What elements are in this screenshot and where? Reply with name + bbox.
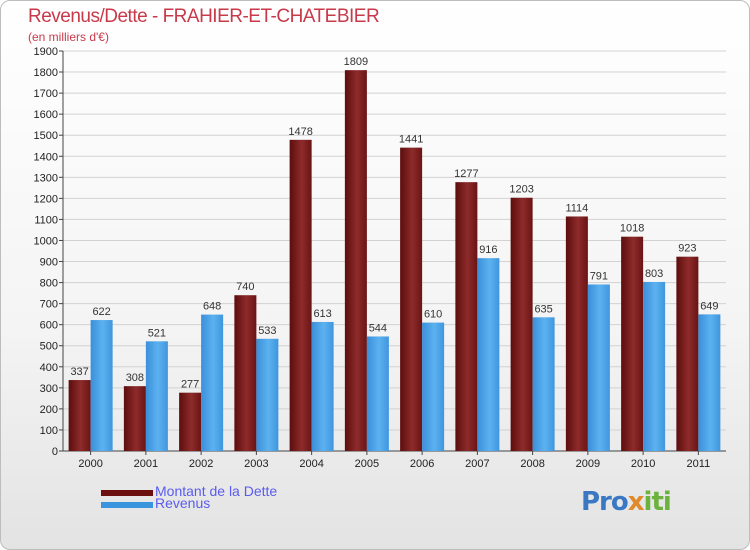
value-label-revenus: 610 [424, 309, 442, 321]
bar-dette [234, 295, 257, 451]
bar-dette [68, 380, 91, 451]
x-tick-label: 2001 [134, 458, 158, 470]
bar-dette [400, 147, 423, 451]
value-label-dette: 1203 [509, 184, 533, 196]
value-label-revenus: 622 [92, 306, 110, 318]
value-label-revenus: 521 [148, 327, 166, 339]
bar-revenus [698, 314, 721, 451]
y-tick-label: 800 [40, 278, 58, 290]
proxiti-logo: Proxiti [581, 487, 672, 517]
bar-revenus [643, 281, 666, 451]
y-tick-label: 1200 [34, 193, 58, 205]
bar-revenus [256, 338, 279, 451]
y-tick-label: 500 [40, 341, 58, 353]
bar-revenus [422, 322, 445, 451]
x-tick-label: 2008 [520, 458, 544, 470]
bar-revenus [477, 258, 500, 451]
x-tick-label: 2004 [299, 458, 323, 470]
value-label-dette: 1441 [399, 134, 423, 146]
bar-dette [455, 182, 478, 451]
bar-dette [289, 139, 312, 451]
y-tick-label: 1900 [34, 46, 58, 58]
bar-dette [676, 256, 699, 451]
value-label-dette: 923 [678, 243, 696, 255]
legend-label-revenus: Revenus [155, 495, 211, 511]
value-label-revenus: 613 [313, 308, 331, 320]
chart-subtitle: (en milliers d'€) [28, 30, 109, 44]
x-tick-label: 2005 [355, 458, 379, 470]
y-tick-label: 1400 [34, 151, 58, 163]
value-label-dette: 277 [181, 379, 199, 391]
bar-dette [565, 216, 588, 451]
y-tick-label: 1100 [34, 214, 58, 226]
y-tick-label: 1700 [34, 88, 58, 100]
y-tick-label: 600 [40, 320, 58, 332]
y-tick-label: 1600 [34, 109, 58, 121]
value-label-revenus: 533 [258, 325, 276, 337]
bar-dette [179, 392, 202, 451]
y-tick-label: 300 [40, 383, 58, 395]
value-label-dette: 1018 [620, 223, 644, 235]
legend-label-debt: Montant de la Dette [155, 483, 278, 499]
value-label-dette: 1809 [344, 56, 368, 68]
y-tick-label: 200 [40, 404, 58, 416]
value-label-dette: 308 [126, 372, 144, 384]
x-tick-label: 2007 [465, 458, 489, 470]
bar-dette [621, 236, 644, 451]
value-label-revenus: 803 [645, 268, 663, 280]
x-tick-label: 2010 [631, 458, 655, 470]
x-tick-label: 2011 [687, 458, 711, 470]
y-tick-label: 1500 [34, 130, 58, 142]
value-label-revenus: 544 [369, 322, 387, 334]
x-tick-label: 2000 [78, 458, 102, 470]
bar-revenus [201, 314, 224, 451]
bar-revenus [366, 336, 389, 451]
y-tick-label: 700 [40, 299, 58, 311]
value-label-dette: 1478 [288, 126, 312, 138]
value-label-revenus: 649 [700, 300, 718, 312]
bar-revenus [311, 321, 334, 451]
value-label-revenus: 648 [203, 301, 221, 313]
value-label-dette: 740 [236, 281, 254, 293]
y-tick-label: 1800 [34, 67, 58, 79]
legend-swatch-revenus [101, 502, 153, 508]
bar-dette [510, 197, 533, 451]
value-label-revenus: 791 [590, 270, 608, 282]
value-label-dette: 1114 [565, 202, 588, 214]
x-tick-label: 2009 [576, 458, 600, 470]
value-label-revenus: 916 [479, 244, 497, 256]
y-tick-label: 0 [52, 446, 58, 458]
y-tick-label: 1000 [34, 235, 58, 247]
value-label-dette: 1277 [454, 168, 478, 180]
y-tick-label: 100 [40, 425, 58, 437]
y-tick-label: 1300 [34, 172, 58, 184]
value-label-revenus: 635 [534, 303, 552, 315]
bar-revenus [90, 320, 113, 451]
x-tick-label: 2003 [244, 458, 268, 470]
x-tick-label: 2006 [410, 458, 434, 470]
bar-dette [344, 70, 367, 451]
chart-title: Revenus/Dette - FRAHIER-ET-CHATEBIER [28, 6, 380, 27]
y-tick-label: 400 [40, 362, 58, 374]
bar-dette [123, 386, 146, 451]
x-tick-label: 2002 [189, 458, 213, 470]
legend-swatch-debt [101, 490, 153, 496]
value-label-dette: 337 [70, 366, 88, 378]
bar-revenus [145, 341, 168, 451]
bar-revenus [587, 284, 610, 451]
y-tick-label: 900 [40, 257, 58, 269]
bar-revenus [532, 317, 555, 451]
